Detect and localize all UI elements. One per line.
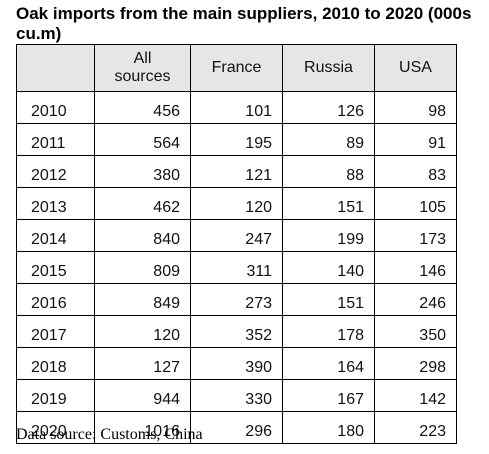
russia-cell: 88 (282, 155, 375, 188)
france-cell: 311 (190, 251, 283, 284)
year-cell: 2013 (16, 187, 95, 220)
header-usa: USA (374, 44, 457, 92)
table-row: 2014 840 247 199 173 (16, 219, 457, 252)
year-cell: 2019 (16, 379, 95, 412)
header-corner (16, 44, 95, 92)
table-row: 2010 456 101 126 98 (16, 91, 457, 124)
table-row: 2011 564 195 89 91 (16, 123, 457, 156)
header-russia: Russia (282, 44, 375, 92)
france-cell: 296 (190, 411, 283, 444)
year-cell: 2020 (16, 411, 95, 444)
france-cell: 352 (190, 315, 283, 348)
year-cell: 2010 (16, 91, 95, 124)
table-row: 2018 127 390 164 298 (16, 347, 457, 380)
year-cell: 2017 (16, 315, 95, 348)
usa-cell: 98 (374, 91, 457, 124)
usa-cell: 91 (374, 123, 457, 156)
all-sources-cell: 849 (94, 283, 191, 316)
table-row: 2019 944 330 167 142 (16, 379, 457, 412)
all-sources-cell: 456 (94, 91, 191, 124)
all-sources-cell: 840 (94, 219, 191, 252)
russia-cell: 164 (282, 347, 375, 380)
russia-cell: 126 (282, 91, 375, 124)
table-row: 2013 462 120 151 105 (16, 187, 457, 220)
header-all-line2: sources (114, 68, 171, 85)
france-cell: 120 (190, 187, 283, 220)
france-cell: 330 (190, 379, 283, 412)
header-all-sources: All sources (94, 44, 191, 92)
year-cell: 2011 (16, 123, 95, 156)
usa-cell: 350 (374, 315, 457, 348)
russia-cell: 89 (282, 123, 375, 156)
all-sources-cell: 944 (94, 379, 191, 412)
all-sources-cell: 1016 (94, 411, 191, 444)
header-france: France (190, 44, 283, 92)
all-sources-cell: 564 (94, 123, 191, 156)
year-cell: 2014 (16, 219, 95, 252)
france-cell: 101 (190, 91, 283, 124)
year-cell: 2015 (16, 251, 95, 284)
usa-cell: 246 (374, 283, 457, 316)
header-row: All sources France Russia USA (16, 44, 457, 92)
all-sources-cell: 809 (94, 251, 191, 284)
russia-cell: 180 (282, 411, 375, 444)
table-row: 2020 1016 296 180 223 (16, 411, 457, 444)
russia-cell: 140 (282, 251, 375, 284)
header-all-line1: All (133, 50, 152, 67)
russia-cell: 151 (282, 187, 375, 220)
year-cell: 2018 (16, 347, 95, 380)
year-cell: 2016 (16, 283, 95, 316)
table-row: 2016 849 273 151 246 (16, 283, 457, 316)
usa-cell: 105 (374, 187, 457, 220)
oak-imports-table: All sources France Russia USA 2010 456 101… (16, 44, 457, 444)
usa-cell: 298 (374, 347, 457, 380)
all-sources-cell: 462 (94, 187, 191, 220)
russia-cell: 167 (282, 379, 375, 412)
all-sources-cell: 127 (94, 347, 191, 380)
table-title: Oak imports from the main suppliers, 201… (16, 4, 472, 43)
usa-cell: 173 (374, 219, 457, 252)
year-cell: 2012 (16, 155, 95, 188)
russia-cell: 199 (282, 219, 375, 252)
usa-cell: 142 (374, 379, 457, 412)
russia-cell: 178 (282, 315, 375, 348)
usa-cell: 223 (374, 411, 457, 444)
france-cell: 273 (190, 283, 283, 316)
usa-cell: 83 (374, 155, 457, 188)
france-cell: 195 (190, 123, 283, 156)
france-cell: 121 (190, 155, 283, 188)
usa-cell: 146 (374, 251, 457, 284)
table-row: 2017 120 352 178 350 (16, 315, 457, 348)
france-cell: 247 (190, 219, 283, 252)
table-row: 2012 380 121 88 83 (16, 155, 457, 188)
russia-cell: 151 (282, 283, 375, 316)
all-sources-cell: 380 (94, 155, 191, 188)
france-cell: 390 (190, 347, 283, 380)
table-body: 2010 456 101 126 98 2011 564 195 89 91 2012 380 121 8… (16, 91, 457, 444)
table-row: 2015 809 311 140 146 (16, 251, 457, 284)
all-sources-cell: 120 (94, 315, 191, 348)
data-source-note: Data source: Customs, China (16, 426, 203, 443)
